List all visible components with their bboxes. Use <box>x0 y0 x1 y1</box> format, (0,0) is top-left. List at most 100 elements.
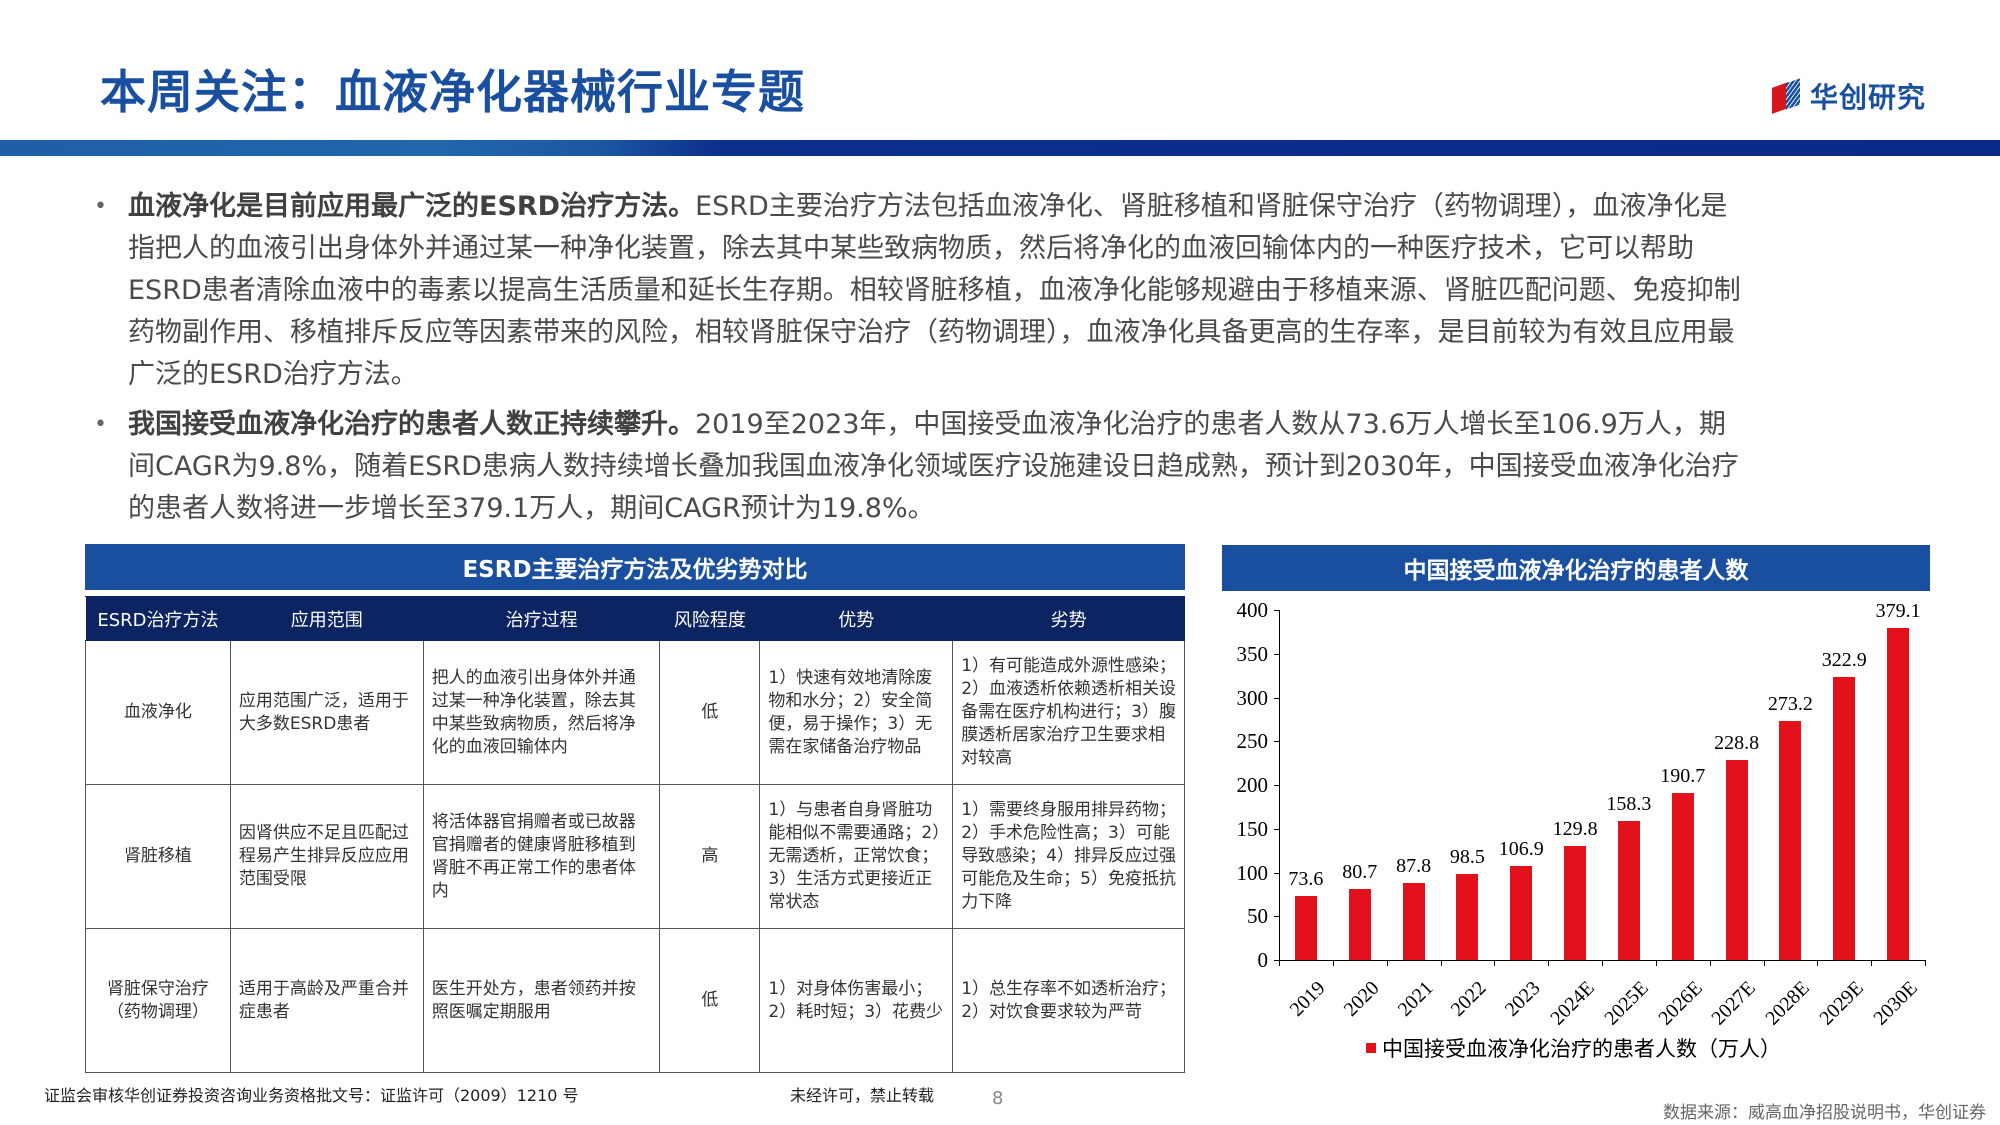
x-tick-label: 2026E <box>1653 977 1707 1030</box>
bar-value-label: 129.8 <box>1552 818 1598 841</box>
cell-risk: 低 <box>659 928 761 1073</box>
x-tick-mark <box>1817 960 1819 966</box>
bar <box>1725 759 1748 960</box>
y-tick-mark <box>1274 872 1280 874</box>
table-row: 肾脏保守治疗（药物调理） 适用于高龄及严重合并症患者 医生开处方，患者领药并按照… <box>85 928 1185 1073</box>
cell-risk: 低 <box>659 640 761 785</box>
column-header: 风险程度 <box>659 596 761 641</box>
bar <box>1402 883 1425 960</box>
data-source: 数据来源：威高血净招股说明书，华创证券 <box>1663 1103 1986 1123</box>
bar <box>1348 889 1371 960</box>
x-tick-label: 2029E <box>1815 977 1868 1030</box>
cell-method: 血液净化 <box>85 640 231 785</box>
x-tick-label: 2020 <box>1339 977 1384 1021</box>
cell-risk: 高 <box>659 784 761 929</box>
company-logo: 华创研究 <box>1772 76 1926 116</box>
table-row: 血液净化 应用范围广泛，适用于大多数ESRD患者 把人的血液引出身体外并通过某一… <box>85 640 1185 785</box>
x-tick-mark <box>1709 960 1711 966</box>
cell-method: 肾脏移植 <box>85 784 231 929</box>
column-header: 劣势 <box>952 596 1185 641</box>
x-tick-label: 2022 <box>1447 977 1491 1021</box>
x-tick-label: 2028E <box>1761 977 1814 1030</box>
bar-value-label: 158.3 <box>1606 793 1652 816</box>
y-tick-label: 200 <box>1236 773 1269 797</box>
cell-scope: 适用于高龄及严重合并症患者 <box>229 928 424 1073</box>
table-header-row: ESRD治疗方法 应用范围 治疗过程 风险程度 优势 劣势 <box>85 596 1185 641</box>
bullet-item: 血液净化是目前应用最广泛的ESRD治疗方法。ESRD主要治疗方法包括血液净化、肾… <box>92 186 1752 396</box>
legend-swatch-icon <box>1366 1043 1376 1053</box>
y-tick-label: 250 <box>1236 729 1269 754</box>
bullet-heading: 我国接受血液净化治疗的患者人数正持续攀升。 <box>128 409 695 440</box>
x-tick-mark <box>1655 960 1657 966</box>
page-title: 本周关注：血液净化器械行业专题 <box>100 65 805 119</box>
bar-value-label: 273.2 <box>1767 692 1813 715</box>
y-tick-mark <box>1274 653 1280 655</box>
bar <box>1671 793 1694 960</box>
y-tick-label: 350 <box>1236 641 1269 666</box>
cell-pros: 1）对身体伤害最小；2）耗时短；3）花费少 <box>759 928 954 1073</box>
x-tick-mark <box>1763 960 1765 966</box>
column-header: 治疗过程 <box>422 596 661 641</box>
y-tick-mark <box>1274 697 1280 699</box>
cell-process: 医生开处方，患者领药并按照医嘱定期服用 <box>422 928 661 1073</box>
comparison-table: ESRD治疗方法 应用范围 治疗过程 风险程度 优势 劣势 血液净化 应用范围广… <box>85 596 1185 1073</box>
bullet-text: 2019至2023年，中国接受血液净化治疗的患者人数从73.6万人增长至106.… <box>128 409 1739 524</box>
bar-value-label: 73.6 <box>1288 867 1324 890</box>
bar-value-label: 106.9 <box>1498 838 1544 861</box>
x-tick-mark <box>1440 960 1442 966</box>
y-tick-label: 0 <box>1257 948 1269 972</box>
bar <box>1833 677 1856 960</box>
x-tick-label: 2021 <box>1393 977 1438 1021</box>
x-tick-mark <box>1332 960 1334 966</box>
bullet-text: ESRD主要治疗方法包括血液净化、肾脏移植和肾脏保守治疗（药物调理），血液净化是… <box>128 191 1741 390</box>
copyright-notice: 未经许可，禁止转载 <box>790 1086 935 1105</box>
bar <box>1294 895 1317 960</box>
page-number: 8 <box>992 1088 1004 1109</box>
bar-value-label: 98.5 <box>1449 845 1485 868</box>
bar-value-label: 190.7 <box>1660 765 1706 788</box>
x-tick-mark <box>1602 960 1603 966</box>
cell-scope: 因肾供应不足且匹配过程易产生排异反应应用范围受限 <box>229 784 424 929</box>
cell-cons: 1）需要终身服用排异药物；2）手术危险性高；3）可能导致感染；4）排异反应过强可… <box>952 784 1185 929</box>
bar-chart: 中国接受血液净化治疗的患者人数（万人） 400 350 300 250 200 150 10… <box>1222 595 2000 1075</box>
bar-value-label: 322.9 <box>1821 649 1867 672</box>
y-tick-label: 100 <box>1236 860 1269 885</box>
bar <box>1617 821 1640 960</box>
y-tick-label: 50 <box>1247 904 1268 929</box>
x-tick-label: 2030E <box>1869 977 1922 1030</box>
table-title: ESRD主要治疗方法及优劣势对比 <box>85 544 1185 590</box>
license-text: 证监会审核华创证券投资咨询业务资格批文号：证监许可（2009）1210 号 <box>44 1086 579 1105</box>
x-tick-mark <box>1548 960 1550 966</box>
legend-label: 中国接受血液净化治疗的患者人数（万人） <box>1382 1037 1781 1061</box>
x-tick-mark <box>1871 960 1873 966</box>
x-tick-mark <box>1494 960 1496 966</box>
y-tick-mark <box>1274 610 1280 611</box>
table-row: 肾脏移植 因肾供应不足且匹配过程易产生排异反应应用范围受限 将活体器官捐赠者或已… <box>85 784 1185 929</box>
bar-value-label: 379.1 <box>1875 600 1921 623</box>
x-tick-label: 2019 <box>1285 977 1330 1021</box>
bullet-item: 我国接受血液净化治疗的患者人数正持续攀升。2019至2023年，中国接受血液净化… <box>92 404 1752 530</box>
x-tick-mark <box>1386 960 1388 966</box>
cell-cons: 1）总生存率不如透析治疗；2）对饮食要求较为严苛 <box>952 928 1185 1073</box>
x-tick-label: 2025E <box>1599 977 1653 1030</box>
cell-process: 把人的血液引出身体外并通过某一种净化装置，除去其中某些致病物质，然后将净化的血液… <box>422 640 661 785</box>
header-divider-bar <box>0 140 2000 156</box>
x-tick-label: 2023 <box>1500 977 1545 1021</box>
y-tick-mark <box>1274 828 1280 830</box>
bar <box>1779 720 1802 960</box>
x-tick-mark <box>1279 960 1280 966</box>
column-header: 优势 <box>759 596 954 641</box>
y-tick-label: 150 <box>1236 816 1269 841</box>
cell-cons: 1）有可能造成外源性感染；2）血液透析依赖透析相关设备需在医疗机构进行；3）腹膜… <box>952 640 1185 785</box>
bar-value-label: 87.8 <box>1396 855 1432 878</box>
column-header: ESRD治疗方法 <box>85 596 231 641</box>
x-tick-label: 2027E <box>1707 977 1761 1030</box>
y-tick-label: 400 <box>1236 598 1269 622</box>
cell-scope: 应用范围广泛，适用于大多数ESRD患者 <box>229 640 424 785</box>
cell-process: 将活体器官捐赠者或已故器官捐赠者的健康肾脏移植到肾脏不再正常工作的患者体内 <box>422 784 661 929</box>
bar <box>1887 628 1910 960</box>
y-tick-mark <box>1274 741 1280 743</box>
column-header: 应用范围 <box>229 596 424 641</box>
cell-pros: 1）快速有效地清除废物和水分；2）安全简便，易于操作；3）无需在家储备治疗物品 <box>759 640 954 785</box>
y-tick-label: 300 <box>1236 685 1269 710</box>
